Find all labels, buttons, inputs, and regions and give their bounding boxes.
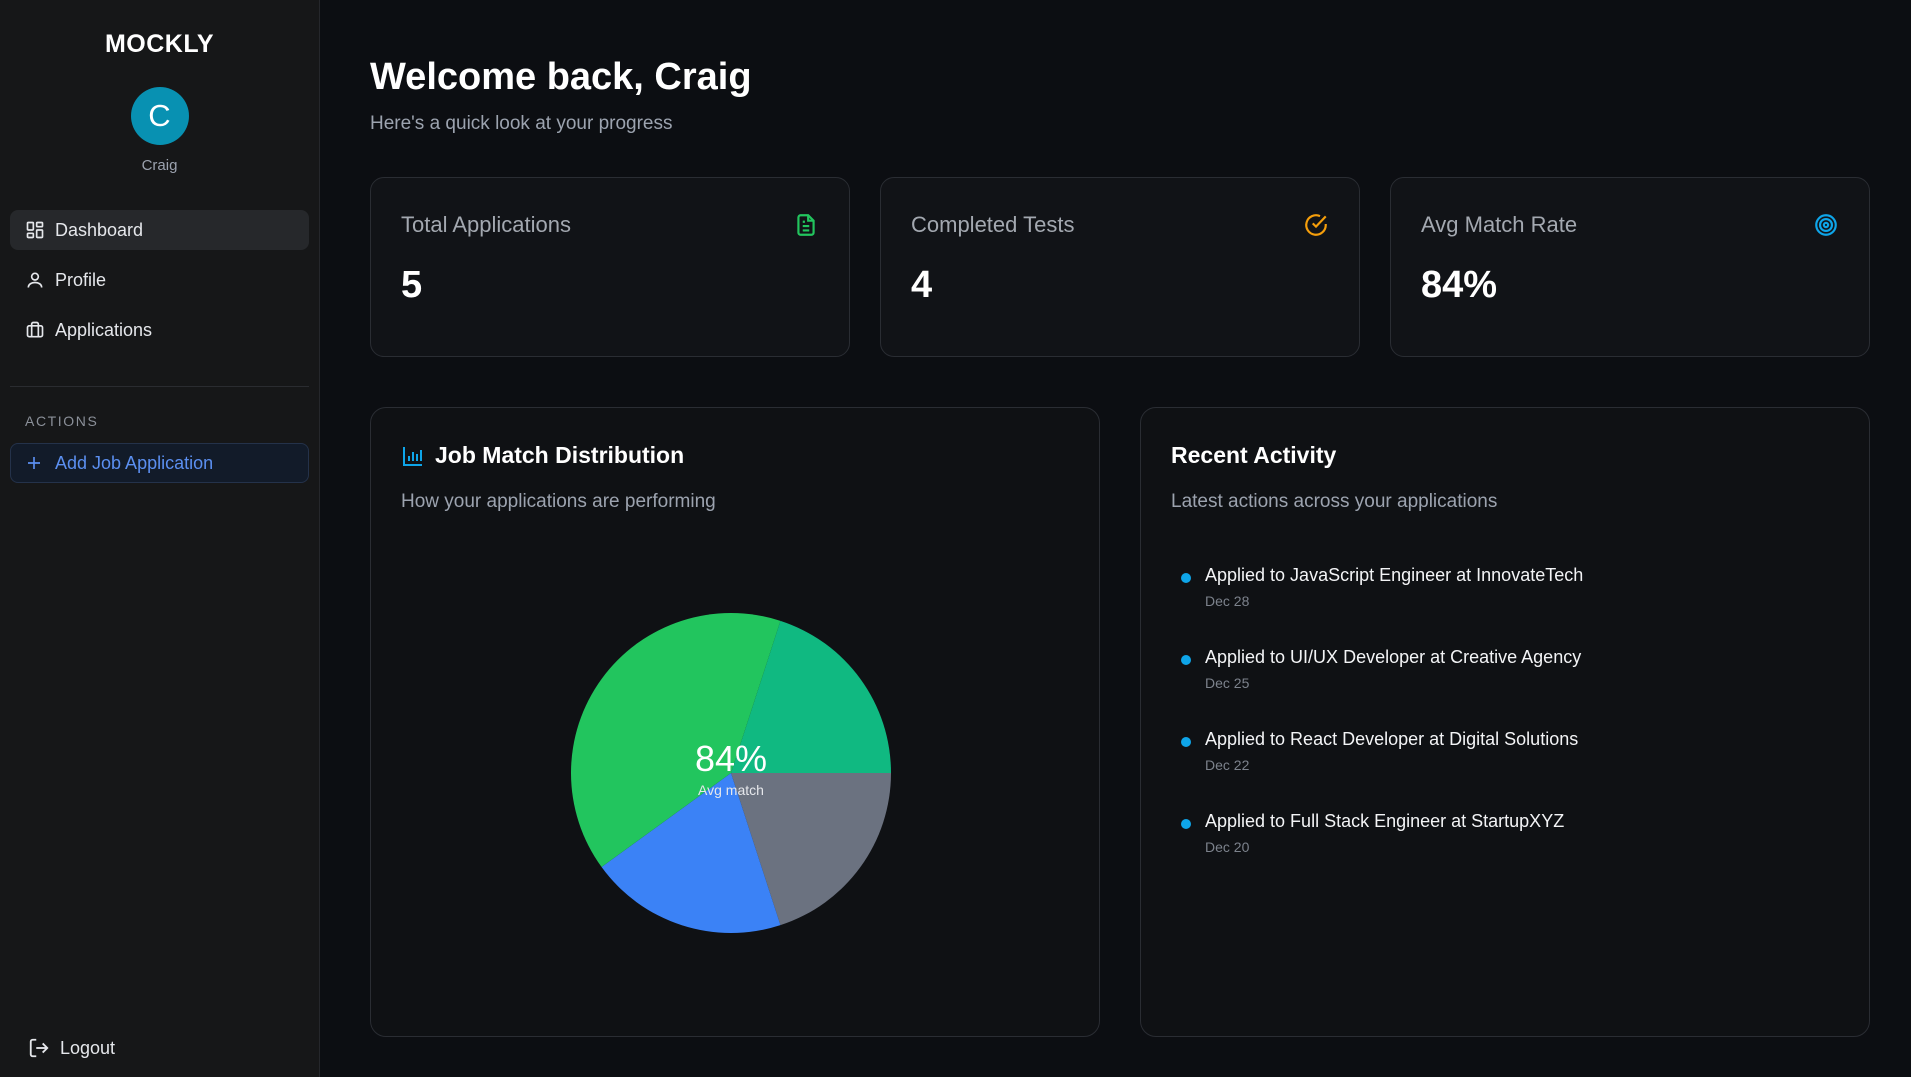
sidebar-item-label: Profile (55, 269, 107, 290)
sidebar-item-label: Applications (55, 319, 153, 340)
stat-value: 4 (911, 264, 933, 306)
stat-card-avg-match-rate: Avg Match Rate 84% (1390, 177, 1870, 357)
document-icon (797, 214, 815, 236)
activity-date: Dec 28 (1205, 593, 1250, 609)
panel-title-text: Job Match Distribution (435, 442, 685, 468)
sidebar-item-label: Dashboard (55, 219, 144, 240)
stat-card-completed-tests: Completed Tests 4 (880, 177, 1360, 357)
target-icon (1815, 214, 1837, 236)
actions-section-label: ACTIONS (25, 413, 99, 429)
pie-chart-svg (570, 612, 891, 934)
pie-slice-4 (570, 612, 781, 868)
sidebar-divider (10, 386, 309, 387)
job-match-distribution-panel: Job Match Distribution How your applicat… (370, 407, 1100, 1037)
dashboard-icon (26, 221, 44, 239)
activity-dot (1181, 819, 1191, 829)
pie-slice-3 (601, 773, 781, 934)
bar-chart-icon (403, 446, 422, 466)
activity-dot (1181, 573, 1191, 583)
activity-date: Dec 22 (1205, 757, 1250, 773)
plus-icon (28, 457, 40, 469)
activity-text: Applied to React Developer at Digital So… (1205, 729, 1579, 749)
activity-dot (1181, 737, 1191, 747)
page-subtitle: Here's a quick look at your progress (370, 113, 673, 134)
stat-label: Avg Match Rate (1421, 212, 1578, 237)
list-item[interactable]: Applied to React Developer at Digital So… (1181, 729, 1839, 773)
panel-subtitle: How your applications are performing (401, 491, 716, 512)
panels-row: Job Match Distribution How your applicat… (370, 407, 1871, 1037)
list-item[interactable]: Applied to UI/UX Developer at Creative A… (1181, 647, 1839, 691)
activity-dot (1181, 655, 1191, 665)
panel-title: Recent Activity (1171, 442, 1839, 469)
activity-text: Applied to UI/UX Developer at Creative A… (1205, 647, 1582, 667)
stats-row: Total Applications 5 Completed Tests 4 A… (370, 177, 1871, 357)
stat-label: Total Applications (401, 212, 571, 237)
stat-value: 84% (1421, 264, 1498, 306)
main-content: Welcome back, Craig Here's a quick look … (320, 0, 1911, 1077)
recent-activity-panel: Recent Activity Latest actions across yo… (1140, 407, 1870, 1037)
stat-card-total-applications: Total Applications 5 (370, 177, 850, 357)
pie-slice-1 (731, 620, 891, 773)
panel-title: Job Match Distribution (401, 442, 1069, 469)
add-job-application-button[interactable]: Add Job Application (10, 443, 309, 483)
logout-label: Logout (60, 1037, 116, 1058)
logout-button[interactable]: Logout (28, 1037, 115, 1059)
pie-slice-2 (731, 773, 891, 926)
list-item[interactable]: Applied to Full Stack Engineer at Startu… (1181, 811, 1839, 855)
logout-icon (29, 1038, 49, 1058)
stat-label: Completed Tests (911, 212, 1075, 237)
activity-text: Applied to Full Stack Engineer at Startu… (1205, 811, 1565, 831)
activity-list: Applied to JavaScript Engineer at Innova… (1171, 565, 1839, 855)
check-circle-icon (1305, 214, 1327, 236)
avatar[interactable]: C (130, 87, 189, 145)
user-icon (27, 272, 43, 288)
sidebar-item-dashboard[interactable]: Dashboard (10, 210, 309, 250)
add-job-application-label: Add Job Application (55, 452, 214, 473)
brand-logo: MOCKLY (104, 30, 215, 58)
sidebar-item-profile[interactable]: Profile (10, 260, 309, 300)
panel-title-text: Recent Activity (1171, 442, 1337, 468)
pie-chart: 84% Avg match (570, 612, 891, 934)
user-name: Craig (141, 157, 178, 174)
stat-value: 5 (401, 264, 423, 306)
list-item[interactable]: Applied to JavaScript Engineer at Innova… (1181, 565, 1839, 609)
page-title: Welcome back, Craig (370, 56, 752, 98)
sidebar-nav: Dashboard Profile Applications (10, 210, 309, 350)
briefcase-icon (26, 321, 44, 338)
activity-text: Applied to JavaScript Engineer at Innova… (1205, 565, 1584, 585)
sidebar: MOCKLY C Craig Dashboard Profile (0, 0, 320, 1077)
activity-date: Dec 20 (1205, 839, 1250, 855)
sidebar-item-applications[interactable]: Applications (10, 310, 309, 350)
activity-date: Dec 25 (1205, 675, 1250, 691)
panel-subtitle: Latest actions across your applications (1171, 491, 1498, 512)
